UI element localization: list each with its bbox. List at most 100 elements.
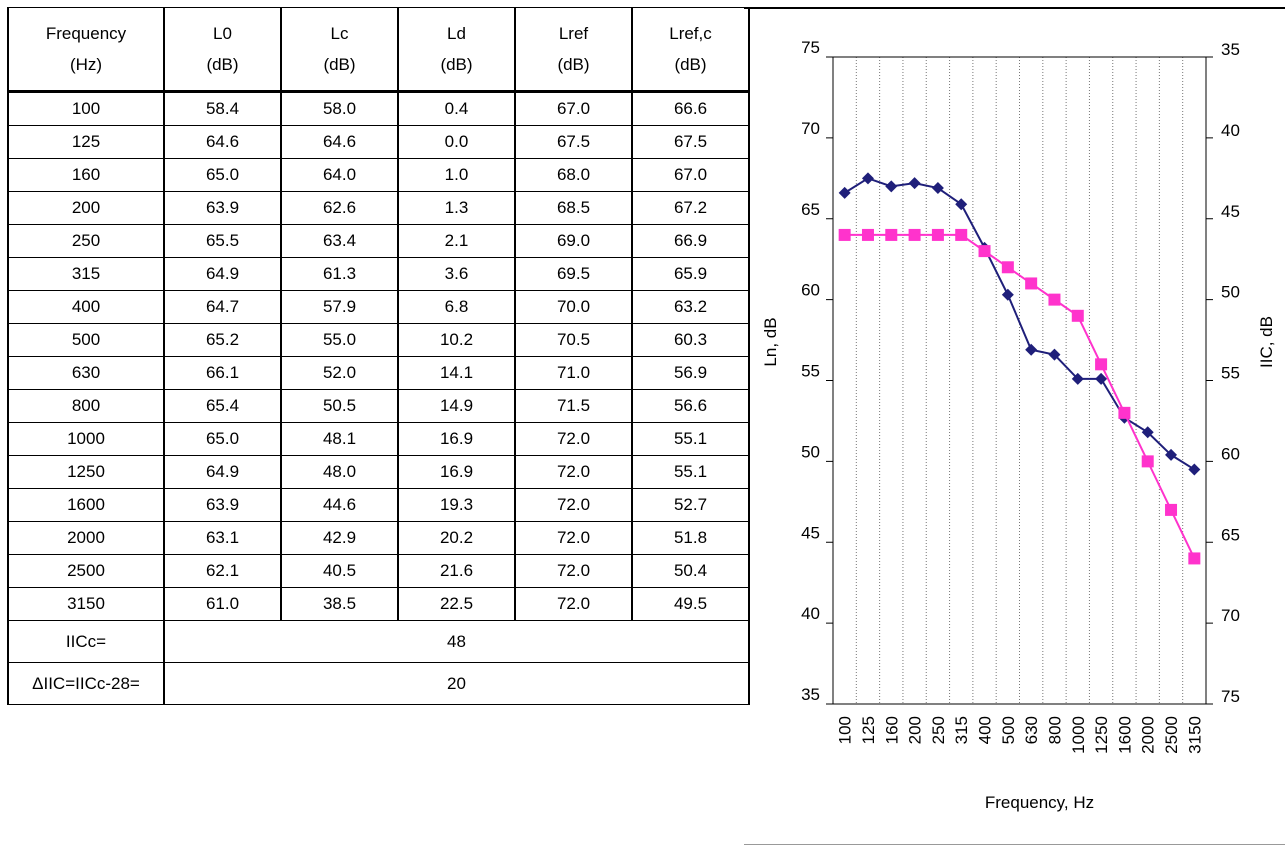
y-right-tick-label: 75 — [1221, 687, 1240, 706]
table-cell: 48.0 — [280, 455, 399, 489]
table-row: 800 65.4 50.5 14.9 71.5 56.6 — [7, 389, 750, 423]
y-tick-label: 55 — [801, 362, 820, 381]
data-point — [1025, 343, 1038, 356]
y-tick-label: 40 — [801, 604, 820, 623]
table-cell: 200 — [7, 191, 165, 225]
header-lref-unit: (dB) — [557, 55, 590, 74]
table-cell: 72.0 — [514, 488, 633, 522]
y-axis-title: Ln, dB — [761, 317, 780, 366]
header-frequency: Frequency (Hz) — [7, 7, 165, 93]
table-cell: 400 — [7, 290, 165, 324]
y-right-tick-label: 35 — [1221, 40, 1240, 59]
header-lc-unit: (dB) — [323, 55, 356, 74]
data-table: Frequency (Hz) L0 (dB) Lc (dB) Ld (dB) Lref (… — [7, 7, 750, 705]
table-cell: 0.0 — [397, 125, 516, 159]
table-cell: 62.6 — [280, 191, 399, 225]
y-tick-label: 45 — [801, 523, 820, 542]
table-row: 2000 63.1 42.9 20.2 72.0 51.8 — [7, 521, 750, 555]
table-cell: 63.9 — [163, 488, 282, 522]
table-cell: 56.6 — [631, 389, 750, 423]
table-cell: 64.0 — [280, 158, 399, 192]
table-cell: 64.6 — [163, 125, 282, 159]
y-tick-label: 50 — [801, 442, 820, 461]
data-point — [838, 186, 851, 199]
x-tick-label: 125 — [859, 716, 878, 744]
data-point — [978, 245, 991, 258]
table-cell: 64.6 — [280, 125, 399, 159]
data-point — [1141, 426, 1154, 439]
table-cell: 63.1 — [163, 521, 282, 555]
table-row: 100 58.4 58.0 0.4 67.0 66.6 — [7, 91, 750, 126]
table-row: 1600 63.9 44.6 19.3 72.0 52.7 — [7, 488, 750, 522]
series-line — [844, 177, 1195, 471]
table-cell: 19.3 — [397, 488, 516, 522]
table-cell: 67.5 — [631, 125, 750, 159]
table-cell: 58.4 — [163, 91, 282, 126]
table-cell: 42.9 — [280, 521, 399, 555]
table-cell: 630 — [7, 356, 165, 390]
table-cell: 70.5 — [514, 323, 633, 357]
table-cell: 800 — [7, 389, 165, 423]
table-cell: 71.5 — [514, 389, 633, 423]
y-tick-label: 65 — [801, 200, 820, 219]
y-right-tick-label: 65 — [1221, 525, 1240, 544]
y-tick-label: 35 — [801, 685, 820, 704]
data-point — [908, 177, 921, 190]
table-cell: 315 — [7, 257, 165, 291]
data-point — [1048, 293, 1061, 306]
y-tick-label: 70 — [801, 119, 820, 138]
table-cell: 20.2 — [397, 521, 516, 555]
header-ld-unit: (dB) — [440, 55, 473, 74]
table-cell: 64.9 — [163, 455, 282, 489]
data-point — [1095, 372, 1108, 385]
header-lref-name: Lref — [558, 24, 589, 43]
header-l0-unit: (dB) — [206, 55, 239, 74]
x-tick-label: 1000 — [1069, 716, 1088, 754]
table-row: 125 64.6 64.6 0.0 67.5 67.5 — [7, 125, 750, 159]
table-cell: 55.1 — [631, 455, 750, 489]
data-point — [1118, 406, 1131, 419]
table-cell: 58.0 — [280, 91, 399, 126]
data-point — [1071, 309, 1084, 322]
data-point — [1001, 261, 1014, 274]
table-cell: 250 — [7, 224, 165, 258]
data-point — [1001, 288, 1014, 301]
x-tick-label: 315 — [952, 716, 971, 744]
data-point — [1025, 277, 1038, 290]
table-cell: 3.6 — [397, 257, 516, 291]
data-point — [1165, 503, 1178, 516]
table-cell: 72.0 — [514, 521, 633, 555]
table-cell: 65.4 — [163, 389, 282, 423]
table-cell: 65.9 — [631, 257, 750, 291]
table-cell: 1600 — [7, 488, 165, 522]
data-point — [1188, 552, 1201, 565]
table-cell: 10.2 — [397, 323, 516, 357]
header-ld: Ld (dB) — [397, 7, 516, 93]
table-cell: 65.0 — [163, 158, 282, 192]
summary-value: 48 — [163, 620, 750, 663]
data-point — [838, 228, 851, 241]
table-cell: 55.1 — [631, 422, 750, 456]
data-point — [861, 228, 874, 241]
table-cell: 22.5 — [397, 587, 516, 621]
table-row: 1000 65.0 48.1 16.9 72.0 55.1 — [7, 422, 750, 456]
table-cell: 65.0 — [163, 422, 282, 456]
y-tick-label: 75 — [801, 38, 820, 57]
table-cell: 1.3 — [397, 191, 516, 225]
table-cell: 72.0 — [514, 422, 633, 456]
table-cell: 40.5 — [280, 554, 399, 588]
header-ld-name: Ld — [447, 24, 466, 43]
table-row: 200 63.9 62.6 1.3 68.5 67.2 — [7, 191, 750, 225]
data-point — [931, 182, 944, 195]
table-cell: 500 — [7, 323, 165, 357]
x-tick-label: 2000 — [1139, 716, 1158, 754]
table-row: 2500 62.1 40.5 21.6 72.0 50.4 — [7, 554, 750, 588]
table-cell: 2500 — [7, 554, 165, 588]
x-tick-label: 2500 — [1162, 716, 1181, 754]
table-cell: 2.1 — [397, 224, 516, 258]
summary-value: 20 — [163, 662, 750, 705]
x-tick-label: 400 — [976, 716, 995, 744]
table-cell: 49.5 — [631, 587, 750, 621]
table-cell: 48.1 — [280, 422, 399, 456]
